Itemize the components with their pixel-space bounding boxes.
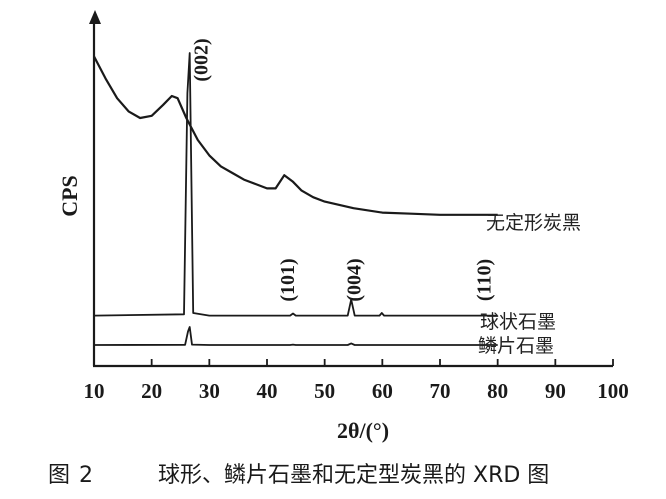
x-tick-label-10: 10 <box>84 379 105 403</box>
x-tick-label-30: 30 <box>199 379 220 403</box>
y-axis-label: CPS <box>57 175 82 217</box>
peak-label-4: (110) <box>473 259 495 301</box>
peak-annotations: (002) (101) (004) (110) <box>191 38 496 301</box>
x-tick-label-60: 60 <box>372 379 393 403</box>
x-tick-label-80: 80 <box>487 379 508 403</box>
series-line-3 <box>93 326 498 346</box>
peak-label-1: (002) <box>191 38 213 81</box>
series-label-3: 鳞片石墨 <box>478 335 554 357</box>
x-tick-label-90: 90 <box>545 379 566 403</box>
series-line-2 <box>93 52 498 317</box>
x-tick-label-100: 100 <box>597 379 629 403</box>
series-label-2: 球状石墨 <box>480 311 556 333</box>
x-tick-label-70: 70 <box>430 379 451 403</box>
peak-label-2: (101) <box>277 258 299 301</box>
x-tick-label-40: 40 <box>257 379 278 403</box>
x-axis-label: 2θ/(°) <box>337 418 389 443</box>
series-group <box>93 52 498 346</box>
y-axis-arrowhead <box>89 10 101 24</box>
figure-caption-text: 球形、鳞片石墨和无定型炭黑的 XRD 图 <box>158 463 550 488</box>
x-ticks: 10 20 30 40 50 60 70 80 90 100 <box>84 359 629 403</box>
figure-number: 图 2 <box>48 463 94 488</box>
x-tick-label-20: 20 <box>141 379 162 403</box>
series-line-1 <box>93 55 498 216</box>
series-label-1: 无定形炭黑 <box>486 212 581 234</box>
plot-area: 10 20 30 40 50 60 70 80 90 100 (002) (101) (004) (11… <box>84 10 629 403</box>
x-tick-label-50: 50 <box>314 379 335 403</box>
peak-label-3: (004) <box>344 258 366 301</box>
